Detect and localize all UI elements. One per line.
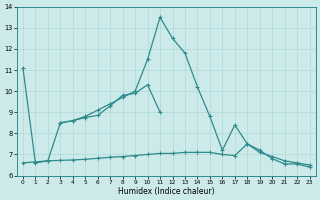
X-axis label: Humidex (Indice chaleur): Humidex (Indice chaleur) bbox=[118, 187, 215, 196]
